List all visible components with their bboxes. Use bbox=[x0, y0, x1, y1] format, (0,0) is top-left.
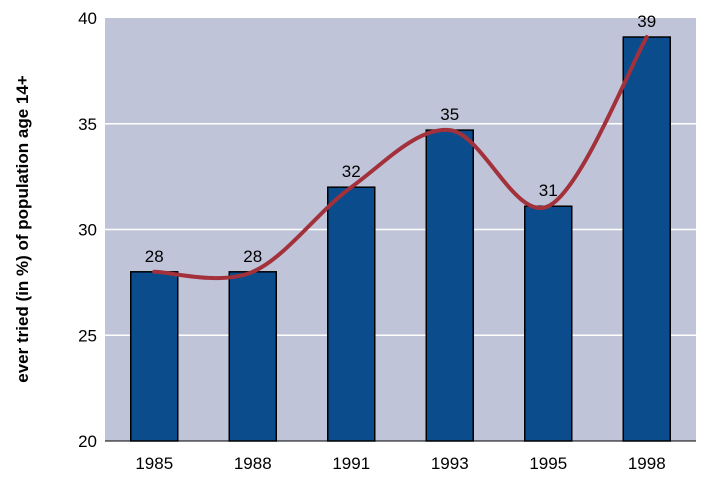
x-tick-label-1988: 1988 bbox=[234, 454, 272, 473]
data-label-1991: 32 bbox=[342, 162, 361, 181]
data-label-1995: 31 bbox=[539, 181, 558, 200]
y-tick-label: 20 bbox=[78, 432, 97, 451]
bar-1998 bbox=[622, 36, 671, 442]
data-label-1988: 28 bbox=[243, 247, 262, 266]
data-label-1998: 39 bbox=[637, 12, 656, 31]
y-axis-label: ever tried (in %) of population age 14+ bbox=[13, 75, 32, 383]
gridlines bbox=[105, 123, 696, 336]
bar-1993 bbox=[425, 129, 474, 442]
data-label-1993: 35 bbox=[440, 105, 459, 124]
bar-1988 bbox=[228, 271, 277, 442]
data-label-1985: 28 bbox=[145, 247, 164, 266]
x-tick-label-1991: 1991 bbox=[332, 454, 370, 473]
x-tick-label-1985: 1985 bbox=[135, 454, 173, 473]
bar-1995 bbox=[524, 205, 573, 442]
trend-line bbox=[152, 35, 649, 281]
y-tick-labels: 20 25 30 35 40 bbox=[78, 9, 97, 451]
y-tick-label: 30 bbox=[78, 221, 97, 240]
data-labels: 28 28 32 35 31 39 bbox=[145, 12, 656, 266]
x-tick-labels: 1985 1988 1991 1993 1995 1998 bbox=[135, 454, 665, 473]
x-tick-label-1993: 1993 bbox=[431, 454, 469, 473]
bar-1991 bbox=[327, 186, 376, 442]
bar-1985 bbox=[130, 271, 179, 442]
x-tick-label-1995: 1995 bbox=[529, 454, 567, 473]
y-tick-label: 40 bbox=[78, 9, 97, 28]
x-tick-label-1998: 1998 bbox=[628, 454, 666, 473]
y-tick-label: 35 bbox=[78, 115, 97, 134]
y-tick-label: 25 bbox=[78, 326, 97, 345]
